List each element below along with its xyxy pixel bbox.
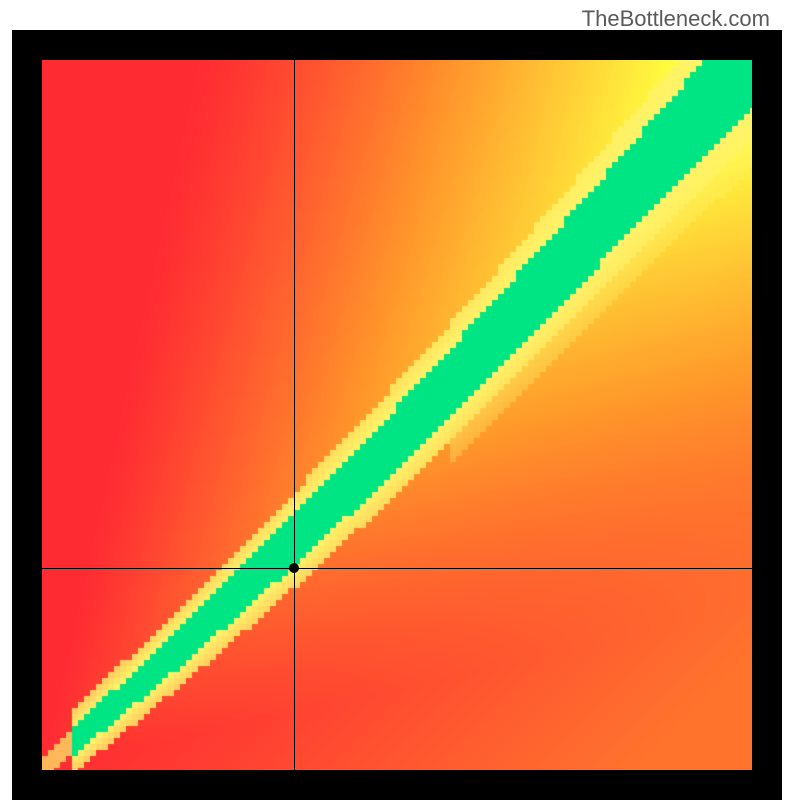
chart-container: TheBottleneck.com [0,0,800,800]
plot-inner [42,60,752,770]
crosshair-marker-dot [289,563,299,573]
crosshair-horizontal [42,568,752,569]
heatmap-canvas [42,60,752,770]
crosshair-vertical [294,60,295,770]
watermark-text: TheBottleneck.com [582,6,770,32]
